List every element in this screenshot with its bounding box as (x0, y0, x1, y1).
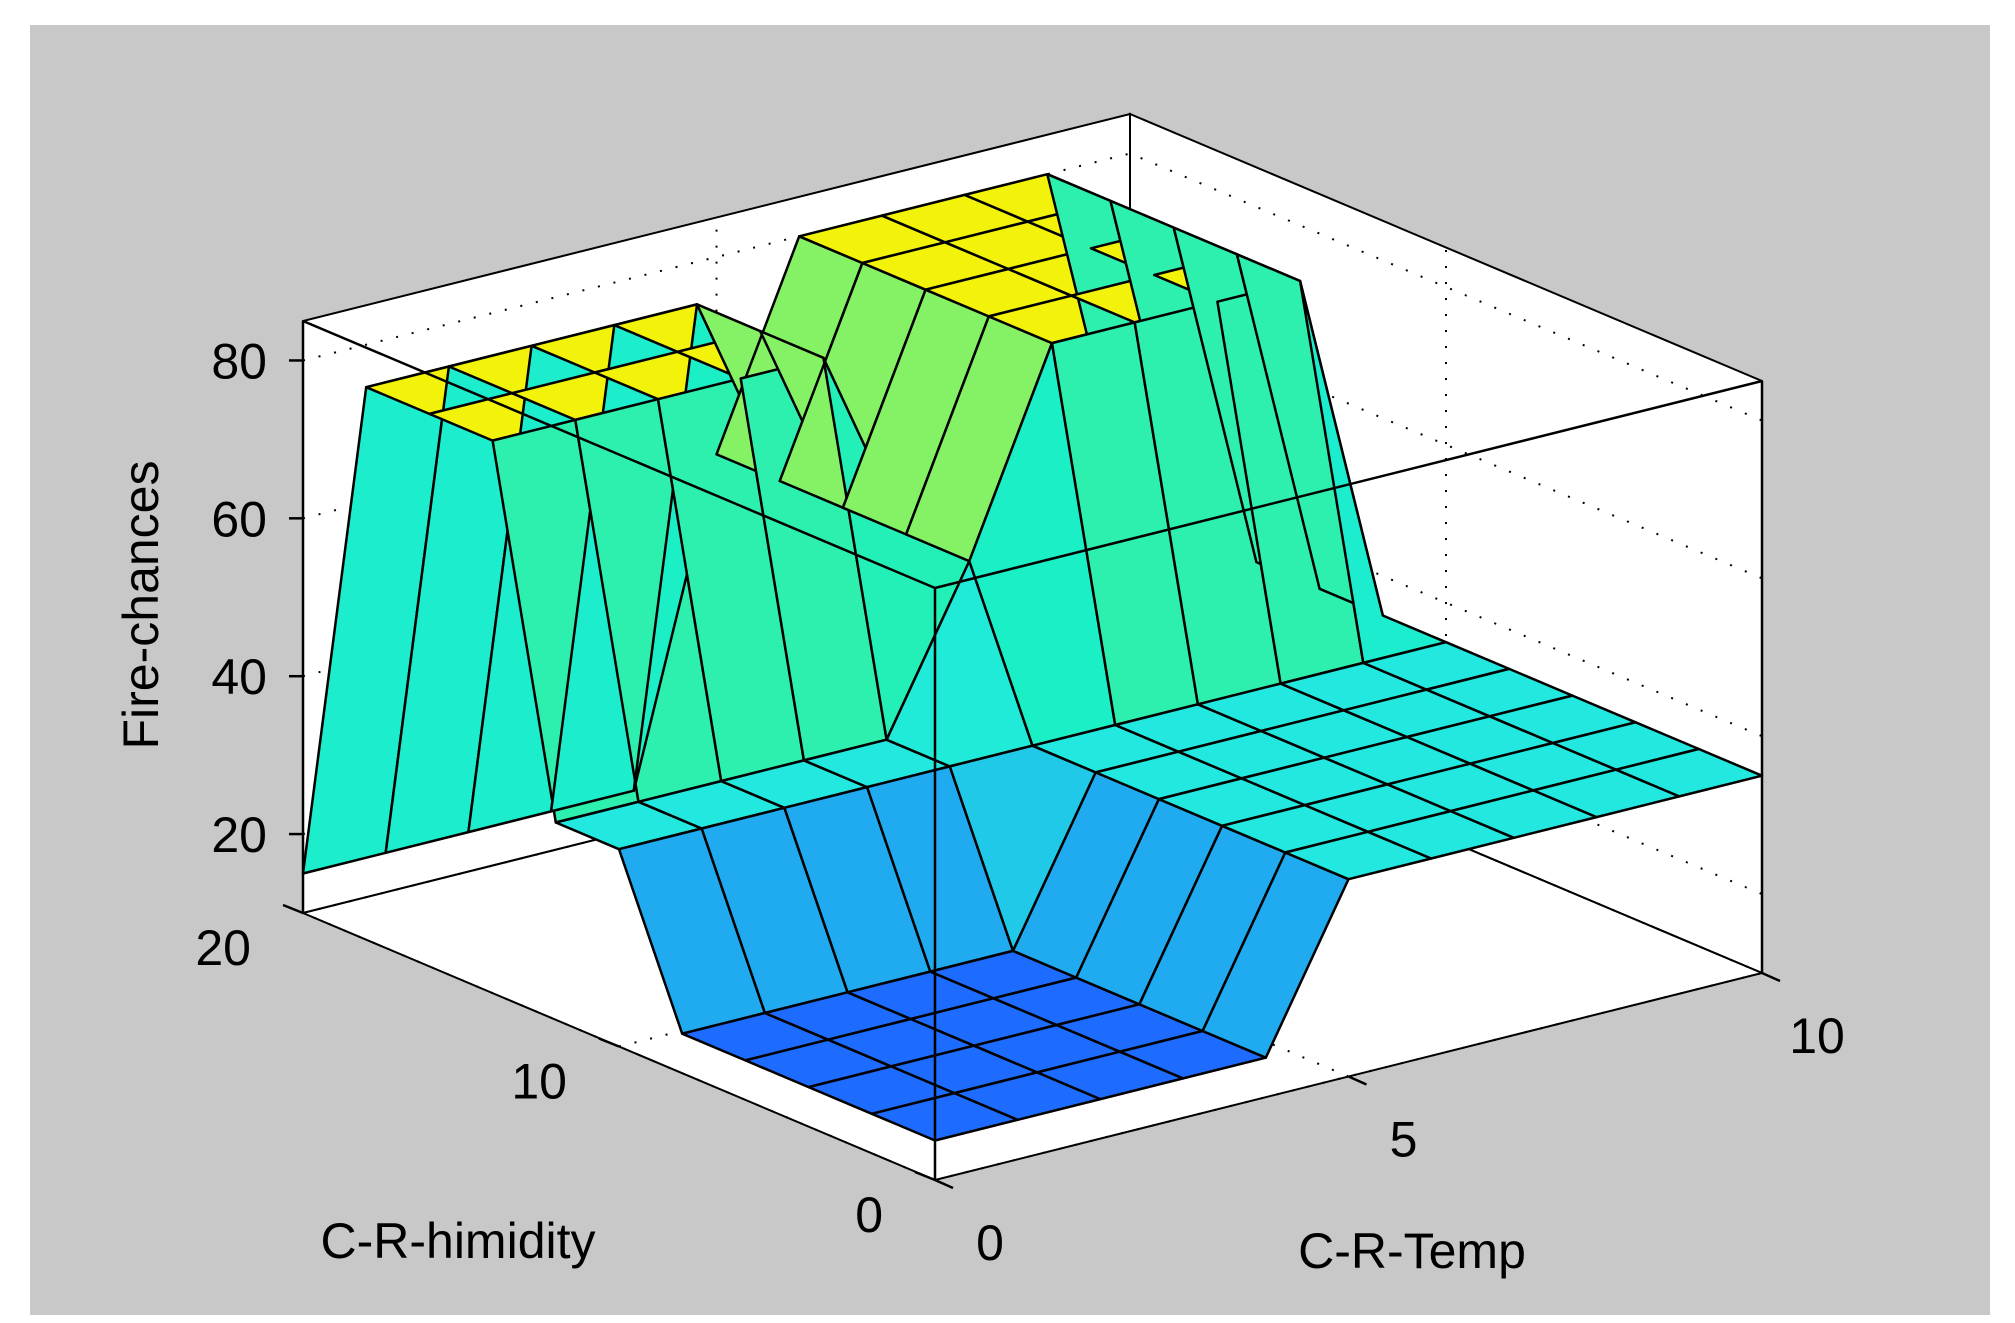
y-tick (282, 903, 304, 915)
x-tick-label: 5 (1390, 1112, 1418, 1168)
y-tick-label: 10 (511, 1054, 567, 1110)
y-tick (914, 1170, 936, 1182)
y-tick (598, 1037, 620, 1048)
axis-ticks: 20 40 60 80 0 5 10 0 10 20 (195, 334, 1844, 1272)
z-tick-label: 80 (211, 334, 267, 390)
x-axis-title: C-R-Temp (1298, 1223, 1526, 1279)
y-tick-label: 0 (855, 1187, 883, 1243)
y-tick-label: 20 (195, 920, 251, 976)
x-tick (1761, 971, 1781, 983)
x-tick-label: 0 (976, 1215, 1004, 1271)
y-axis-title: C-R-himidity (321, 1213, 596, 1269)
z-tick-label: 60 (211, 491, 267, 547)
z-axis-title: Fire-chances (113, 461, 169, 750)
x-tick (1347, 1075, 1368, 1086)
surface-face (1614, 747, 1764, 798)
surface-plot (301, 172, 1764, 1142)
x-tick-label: 10 (1789, 1008, 1845, 1064)
x-tick (934, 1178, 954, 1190)
axes-box-edge (934, 379, 1763, 590)
axes-box-edge (302, 319, 936, 590)
axes-front-box (301, 319, 1764, 1180)
z-tick-label: 40 (211, 649, 267, 705)
z-tick-label: 20 (211, 807, 267, 863)
